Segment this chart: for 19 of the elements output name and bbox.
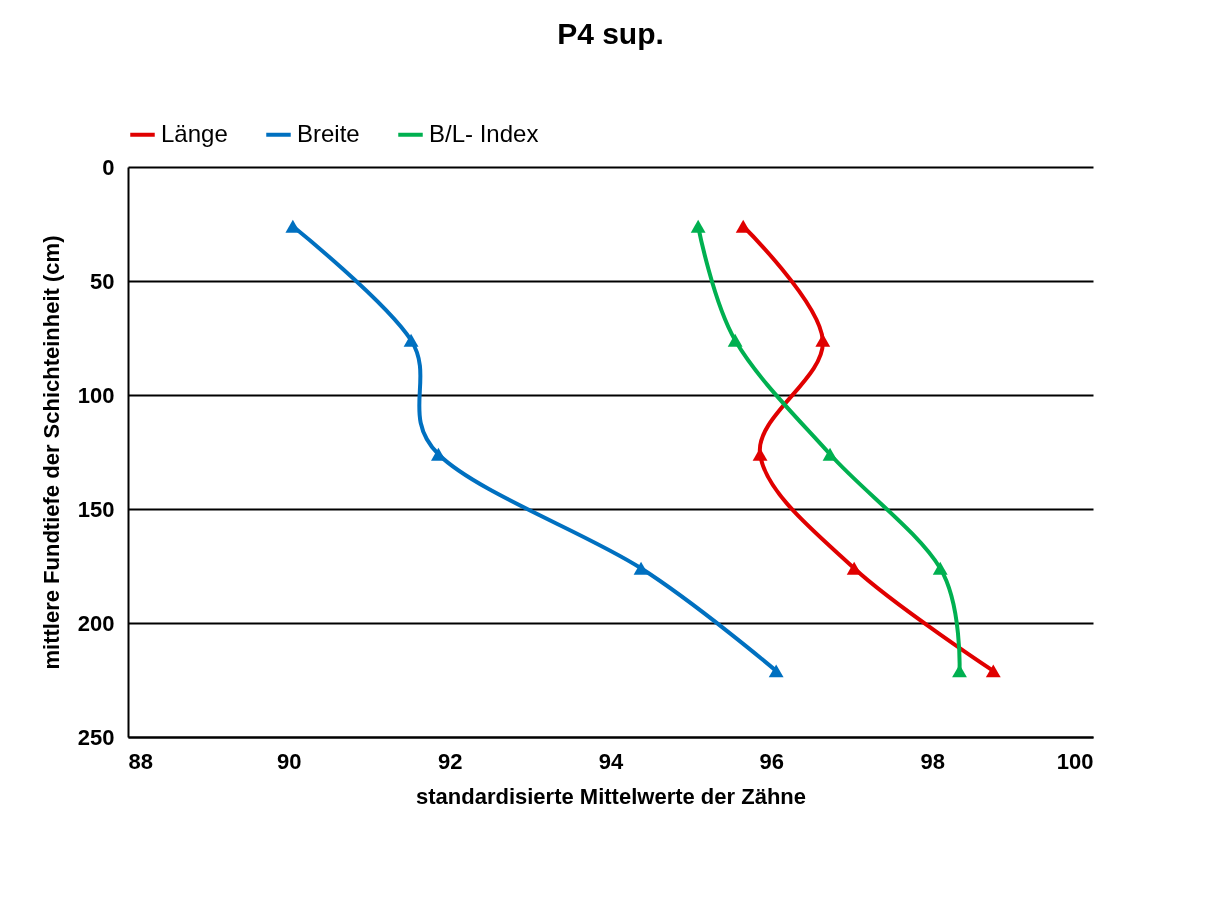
x-axis-title: standardisierte Mittelwerte der Zähne	[416, 783, 806, 809]
legend-label: B/L- Index	[429, 119, 539, 147]
x-tick-label: 92	[437, 748, 463, 774]
x-tick-label: 100	[1056, 748, 1094, 774]
x-tick-label: 90	[277, 748, 302, 774]
y-tick-label: 250	[77, 724, 115, 750]
x-tick-label: 98	[920, 748, 945, 774]
y-tick-label: 150	[77, 496, 115, 522]
y-tick-label: 100	[77, 382, 115, 408]
y-tick-label: 0	[102, 154, 115, 180]
legend-label: Breite	[297, 119, 360, 147]
legend-label: Länge	[161, 119, 228, 147]
y-axis-title: mittlere Fundtiefe der Schichteinheit (cm)	[38, 235, 64, 670]
y-tick-label: 50	[90, 268, 115, 294]
chart-title: P4 sup.	[557, 17, 664, 50]
x-tick-label: 88	[128, 748, 153, 774]
x-tick-label: 96	[759, 748, 785, 774]
y-tick-label: 200	[77, 610, 115, 636]
x-tick-label: 94	[598, 748, 624, 774]
